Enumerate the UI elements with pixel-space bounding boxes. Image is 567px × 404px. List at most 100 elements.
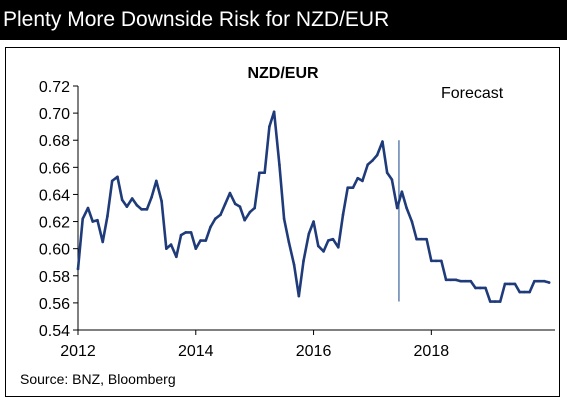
- data-point: [459, 279, 463, 283]
- data-point: [194, 247, 198, 250]
- data-point: [292, 263, 296, 267]
- data-point: [125, 205, 129, 208]
- data-point: [484, 286, 487, 290]
- data-point: [434, 259, 438, 263]
- data-point: [81, 217, 85, 221]
- data-point: [336, 246, 340, 249]
- data-point: [282, 217, 286, 221]
- data-point: [444, 278, 448, 282]
- data-point: [518, 290, 521, 294]
- data-point: [204, 239, 208, 242]
- data-point: [425, 237, 428, 241]
- data-point: [312, 220, 315, 223]
- data-point: [346, 186, 350, 189]
- data-point: [381, 140, 384, 143]
- data-point: [248, 210, 252, 214]
- data-point: [307, 232, 311, 236]
- data-point: [86, 206, 90, 210]
- data-point: [160, 199, 163, 203]
- x-axis: 2012 2014 2016 2018: [60, 330, 449, 360]
- data-point: [415, 237, 418, 241]
- data-point: [184, 231, 188, 234]
- data-point: [469, 279, 473, 283]
- data-point: [116, 175, 119, 179]
- data-point: [543, 279, 546, 283]
- data-point: [120, 198, 124, 202]
- data-point: [238, 205, 242, 208]
- x-tick-label: 2018: [414, 343, 450, 360]
- series-line: [76, 110, 551, 303]
- data-point: [106, 214, 109, 218]
- data-point: [405, 206, 408, 210]
- page-header: Plenty More Downside Risk for NZD/EUR: [0, 0, 567, 40]
- data-point: [513, 282, 517, 286]
- source-note: Source: BNZ, Bloomberg: [20, 371, 176, 387]
- data-point: [258, 171, 261, 175]
- data-point: [341, 213, 345, 217]
- data-point: [454, 278, 458, 282]
- data-point: [76, 267, 80, 271]
- data-point: [395, 206, 399, 210]
- data-point: [233, 202, 237, 206]
- forecast-label: Forecast: [441, 85, 504, 102]
- data-point: [272, 110, 276, 114]
- data-point: [537, 279, 541, 283]
- data-point: [322, 250, 325, 253]
- y-tick-label: 0.64: [39, 187, 70, 204]
- data-point: [366, 163, 370, 166]
- data-point: [449, 278, 453, 282]
- data-point: [169, 243, 173, 246]
- y-tick-label: 0.56: [39, 296, 70, 313]
- data-point: [498, 300, 502, 303]
- data-point: [287, 240, 291, 244]
- data-point: [268, 125, 271, 128]
- y-tick-label: 0.70: [39, 106, 70, 123]
- data-point: [371, 159, 374, 162]
- data-point: [420, 237, 423, 241]
- data-point: [302, 259, 305, 263]
- data-point: [331, 237, 335, 241]
- data-point: [351, 186, 355, 189]
- header-title: Plenty More Downside Risk for NZD/EUR: [3, 8, 390, 31]
- x-tick-label: 2014: [178, 343, 214, 360]
- data-point: [385, 171, 389, 175]
- data-point: [488, 300, 492, 303]
- data-point: [150, 195, 153, 199]
- data-point: [478, 286, 482, 290]
- data-point: [213, 217, 217, 221]
- data-point: [278, 163, 281, 166]
- data-point: [175, 255, 178, 259]
- data-point: [219, 213, 222, 217]
- data-point: [547, 281, 551, 284]
- data-point: [508, 282, 511, 286]
- data-point: [189, 231, 193, 234]
- data-point: [430, 259, 433, 263]
- data-point: [228, 191, 232, 195]
- data-point: [533, 279, 536, 283]
- y-tick-label: 0.58: [39, 269, 70, 286]
- data-point: [440, 259, 443, 263]
- data-point: [316, 244, 320, 248]
- data-point: [199, 239, 202, 242]
- data-point: [243, 218, 246, 222]
- y-tick-label: 0.72: [39, 79, 70, 96]
- data-point: [523, 290, 526, 294]
- data-point: [326, 239, 330, 242]
- data-point: [179, 233, 183, 237]
- data-point: [165, 247, 168, 250]
- data-point: [361, 179, 364, 183]
- data-point: [464, 279, 467, 283]
- data-point: [528, 290, 531, 294]
- data-point: [474, 286, 477, 290]
- data-point: [91, 220, 95, 223]
- data-point: [410, 220, 414, 223]
- data-point: [101, 240, 105, 244]
- data-point: [135, 203, 139, 207]
- chart-title: NZD/EUR: [247, 65, 319, 82]
- data-point: [155, 179, 158, 183]
- y-axis: 0.54 0.56 0.58 0.60 0.62 0.64 0.66 0.68 0.70 0.72: [39, 79, 78, 340]
- data-point: [130, 197, 134, 200]
- data-point: [297, 294, 301, 298]
- y-tick-label: 0.60: [39, 242, 70, 259]
